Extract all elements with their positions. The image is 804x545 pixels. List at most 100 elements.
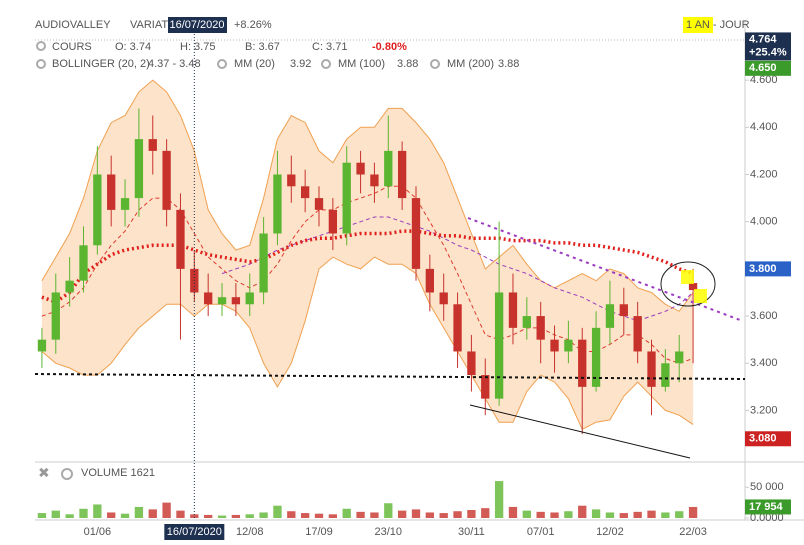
candle-body	[148, 139, 157, 151]
volume-bar	[591, 509, 601, 518]
volume-bar	[411, 509, 421, 518]
candle-body	[467, 351, 476, 376]
candle-body	[79, 245, 88, 281]
price-tag	[745, 32, 791, 61]
volume-bar	[148, 509, 157, 518]
price-tag-label: 4.764	[749, 33, 777, 45]
quote-change: -0.80%	[372, 41, 407, 53]
highlight-circle	[660, 261, 716, 307]
volume-bar	[550, 512, 559, 518]
y-tick-label: 4.600	[750, 74, 778, 86]
bollinger-lower	[41, 256, 694, 430]
marker	[681, 270, 694, 284]
candle-body	[217, 297, 227, 305]
candle-body	[522, 316, 531, 328]
volume-bar	[328, 514, 338, 518]
quote-open: O: 3.74	[115, 41, 151, 53]
candle-body	[273, 174, 282, 234]
x-tick-label: 12/08	[236, 526, 264, 538]
y-tick-label: 3.600	[750, 310, 778, 322]
plot-area	[37, 79, 698, 518]
candle-body	[605, 304, 615, 328]
volume-title: VOLUME 1621	[81, 467, 155, 479]
candle-body	[397, 150, 407, 199]
candle-body	[287, 174, 296, 187]
support-line	[34, 373, 746, 380]
candle-body	[51, 292, 60, 340]
bollinger-upper	[41, 79, 694, 312]
candle-body	[661, 363, 670, 387]
candle-body	[328, 209, 338, 234]
volume-bar	[162, 502, 171, 518]
volume-bar	[259, 512, 268, 518]
volume-bar	[688, 506, 698, 518]
volume-bar	[494, 481, 504, 518]
legend-value: 4.37 - 3.48	[148, 58, 201, 70]
x-tick-label: 17/09	[305, 526, 333, 538]
volume-bar	[190, 514, 199, 518]
candle-body	[134, 139, 144, 199]
x-tick-label: 07/01	[527, 526, 555, 538]
quote-close: C: 3.71	[312, 41, 347, 53]
period-highlight	[683, 17, 713, 33]
candle-body	[453, 304, 462, 352]
candle-body	[65, 280, 74, 293]
volume-bar	[217, 515, 227, 518]
volume-bar	[439, 513, 448, 518]
price-tag-label: 4.650	[749, 62, 777, 74]
gear-icon	[36, 59, 46, 69]
period[interactable]: 1 AN - JOUR	[686, 19, 750, 31]
volume-bar	[93, 504, 102, 518]
volume-bar	[176, 510, 185, 518]
crosshair-box	[164, 524, 225, 540]
candle-body	[231, 297, 241, 305]
gear-icon[interactable]	[36, 41, 46, 51]
candle-body	[204, 292, 213, 305]
volume-bar	[120, 513, 130, 518]
y-tick-label: 3.200	[750, 404, 778, 416]
close-icon[interactable]: ✖	[38, 465, 50, 481]
volume-bar	[508, 506, 518, 518]
candle-body	[301, 186, 310, 199]
candle-body	[176, 209, 185, 269]
moving-average	[41, 229, 694, 304]
candle-body	[120, 198, 130, 210]
volume-bar	[661, 512, 670, 518]
candle-body	[494, 292, 504, 399]
price-tag	[745, 261, 791, 277]
price-tag	[745, 60, 791, 76]
volume-bar	[578, 505, 587, 518]
candle-body	[93, 174, 102, 246]
x-tick-label: 16/07/2020	[167, 526, 222, 538]
candle-body	[675, 351, 684, 364]
volume-bar	[425, 512, 434, 518]
gear-icon	[321, 59, 331, 69]
candle-body	[411, 198, 421, 269]
candle-body	[508, 292, 518, 328]
candle-body	[481, 375, 490, 399]
candle-body	[342, 162, 351, 234]
volume-bar	[273, 505, 282, 518]
candle-body	[578, 339, 587, 387]
x-tick-label: 12/02	[596, 526, 624, 538]
price-tag-sub: +25.4%	[749, 46, 787, 58]
gear-icon	[430, 59, 440, 69]
candle-body	[564, 339, 573, 352]
x-tick-label: 30/11	[458, 526, 485, 538]
volume-bar	[51, 510, 60, 518]
volume-bar	[37, 513, 47, 518]
crosshair-box	[168, 17, 227, 33]
quote-name: COURS	[52, 41, 92, 53]
volume-bar	[287, 511, 296, 518]
volume-bar	[453, 511, 462, 518]
price-tag-label: 3.800	[749, 263, 777, 275]
price-tag	[745, 431, 791, 447]
gear-icon[interactable]	[61, 468, 73, 480]
candle-body	[314, 198, 324, 210]
candle-body	[425, 268, 434, 293]
candle-body	[688, 283, 698, 291]
price-tag-label: 17 954	[749, 501, 784, 513]
volume-bar	[370, 512, 379, 518]
volume-bar	[301, 513, 310, 518]
legend-label: MM (100)	[338, 58, 385, 70]
